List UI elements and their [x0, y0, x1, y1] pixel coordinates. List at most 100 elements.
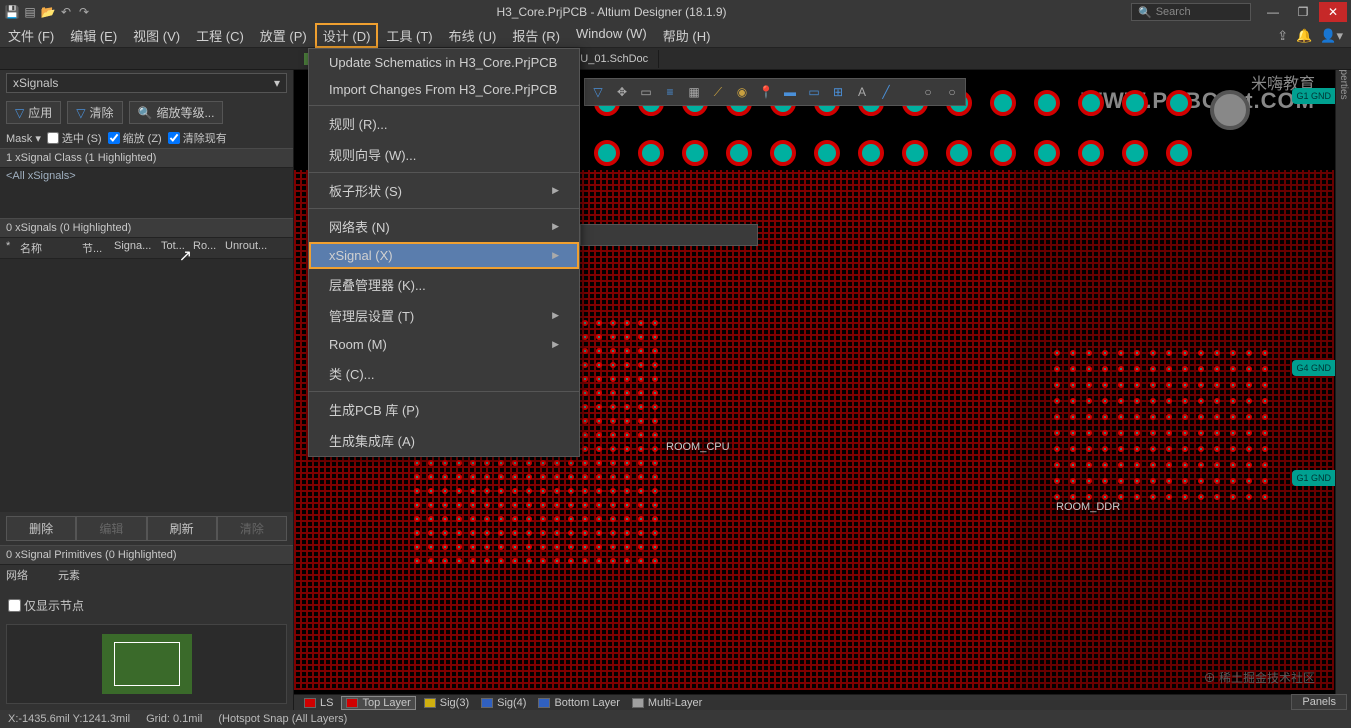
xsignal-class-item[interactable]: <All xSignals> [0, 168, 293, 184]
move-icon[interactable]: ✥ [611, 81, 633, 103]
line-icon[interactable]: ╱ [875, 81, 897, 103]
menu-item-pcbp[interactable]: 生成PCB 库 (P) [309, 394, 579, 425]
xsignals-header: 0 xSignals (0 Highlighted) [0, 218, 293, 238]
clear-filter-button[interactable]: ▽清除 [67, 101, 122, 124]
layer-tab-multilayer[interactable]: Multi-Layer [628, 697, 706, 709]
column-header[interactable]: 名称 [20, 240, 80, 256]
clear-button[interactable]: 清除 [217, 516, 287, 541]
refresh-button[interactable]: 刷新 [147, 516, 217, 541]
menu-v[interactable]: 视图 (V) [125, 23, 188, 48]
layer-tab-bottomlayer[interactable]: Bottom Layer [534, 697, 623, 709]
clear-existing-checkbox[interactable]: 清除现有 [168, 130, 227, 146]
column-header[interactable]: Signa... [114, 240, 159, 256]
column-header[interactable]: * [6, 240, 18, 256]
menu-item-a[interactable]: 生成集成库 (A) [309, 425, 579, 456]
menu-item-k[interactable]: 层叠管理器 (K)... [309, 269, 579, 300]
funnel-icon: ▽ [15, 106, 24, 120]
panel-mode-select[interactable]: xSignals ▾ [6, 73, 287, 93]
zoom-level-button[interactable]: 🔍缩放等级... [129, 101, 224, 124]
column-header[interactable]: 节... [82, 240, 112, 256]
circle2-icon[interactable]: ○ [941, 81, 963, 103]
pcb-active-bar: ▽ ✥ ▭ ≡ ▦ ⟋ ◉ 📍 ▬ ▭ ⊞ A ╱ ○ ○ [584, 78, 966, 106]
snap-readout: (Hotspot Snap (All Layers) [218, 713, 347, 725]
undo-icon[interactable]: ↶ [58, 4, 74, 20]
menu-item-t[interactable]: 管理层设置 (T)▶ [309, 300, 579, 331]
menu-item-n[interactable]: 网络表 (N)▶ [309, 211, 579, 242]
menu-e[interactable]: 编辑 (E) [62, 23, 125, 48]
share-icon[interactable]: ⇪ [1277, 28, 1288, 44]
menu-p[interactable]: 放置 (P) [252, 23, 315, 48]
column-header[interactable]: Unrout... [225, 240, 275, 256]
search-input[interactable]: 🔍 Search [1131, 3, 1251, 21]
filter-icon[interactable]: ▽ [587, 81, 609, 103]
layer-tab-sig3[interactable]: Sig(3) [420, 697, 473, 709]
window-controls: — ❐ ✕ [1259, 2, 1347, 22]
menu-t[interactable]: 工具 (T) [378, 23, 440, 48]
net-label: G1 GND [1292, 88, 1335, 104]
menu-c[interactable]: 工程 (C) [188, 23, 252, 48]
menu-d[interactable]: 设计 (D) [315, 23, 379, 48]
xsignal-submenu [580, 224, 758, 246]
primitives-column-headers: 网络 元素 [0, 565, 293, 585]
select-icon[interactable]: ▭ [635, 81, 657, 103]
primitives-header: 0 xSignal Primitives (0 Highlighted) [0, 545, 293, 565]
menu-item-r[interactable]: 规则 (R)... [309, 108, 579, 139]
circle1-icon[interactable]: ○ [917, 81, 939, 103]
menu-item-xsignalx[interactable]: xSignal (X)▶↖ [309, 242, 579, 269]
layer-tab-bar: LS Top Layer Sig(3) Sig(4) Bottom Layer Multi… [294, 694, 1335, 710]
close-button[interactable]: ✕ [1319, 2, 1347, 22]
dim-icon[interactable]: ⊞ [827, 81, 849, 103]
save-all-icon[interactable]: ▤ [22, 4, 38, 20]
grid-icon[interactable]: ▦ [683, 81, 705, 103]
menu-item-updateschematicsinh3_coreprjpcb[interactable]: Update Schematics in H3_Core.PrjPCB [309, 49, 579, 76]
menu-f[interactable]: 文件 (F) [0, 23, 62, 48]
column-header[interactable]: Ro... [193, 240, 223, 256]
menu-r[interactable]: 报告 (R) [504, 23, 568, 48]
window-title: H3_Core.PrjPCB - Altium Designer (18.1.9… [92, 5, 1131, 19]
route-icon[interactable]: ⟋ [707, 81, 729, 103]
pin-icon[interactable]: 📍 [755, 81, 777, 103]
mask-dropdown[interactable]: Mask ▾ [6, 132, 41, 145]
menubar-right-icons: ⇪ 🔔 👤▾ [1277, 28, 1351, 44]
menu-u[interactable]: 布线 (U) [441, 23, 505, 48]
text-icon[interactable]: A [851, 81, 873, 103]
redo-icon[interactable]: ↷ [76, 4, 92, 20]
select-checkbox[interactable]: 选中 (S) [47, 130, 102, 146]
funnel-icon: ▽ [76, 106, 85, 120]
open-icon[interactable]: 📂 [40, 4, 56, 20]
panels-button[interactable]: Panels [1291, 694, 1347, 710]
menu-item-roomm[interactable]: Room (M)▶ [309, 331, 579, 358]
menu-h[interactable]: 帮助 (H) [655, 23, 719, 48]
menu-item-c[interactable]: 类 (C)... [309, 358, 579, 389]
edit-button[interactable]: 编辑 [76, 516, 146, 541]
apply-filter-button[interactable]: ▽应用 [6, 101, 61, 124]
properties-panel-collapsed[interactable]: Properties [1335, 48, 1351, 710]
zoom-checkbox[interactable]: 缩放 (Z) [108, 130, 162, 146]
layer-tab-toplayer[interactable]: Top Layer [341, 696, 415, 710]
xsignal-class-header: 1 xSignal Class (1 Highlighted) [0, 148, 293, 168]
watermark-community: ⊕ 稀土掘金技术社区 [1204, 669, 1315, 686]
menu-item-w[interactable]: 规则向导 (W)... [309, 139, 579, 170]
via-icon[interactable]: ◉ [731, 81, 753, 103]
filter-buttons-row: ▽应用 ▽清除 🔍缩放等级... [0, 97, 293, 128]
net-label: G4 GND [1292, 360, 1335, 376]
notification-icon[interactable]: 🔔 [1296, 28, 1312, 44]
show-nodes-only-checkbox[interactable]: 仅显示节点 [0, 593, 293, 618]
maximize-button[interactable]: ❐ [1289, 2, 1317, 22]
menu-item-importchangesfromh3_coreprjpcb[interactable]: Import Changes From H3_Core.PrjPCB [309, 76, 579, 103]
comp-icon[interactable]: ▭ [803, 81, 825, 103]
menu-item-s[interactable]: 板子形状 (S)▶ [309, 175, 579, 206]
save-icon[interactable]: 💾 [4, 4, 20, 20]
user-icon[interactable]: 👤▾ [1320, 28, 1343, 44]
poly-icon[interactable]: ▬ [779, 81, 801, 103]
menu-windoww[interactable]: Window (W) [568, 23, 655, 48]
room-ddr-label: ROOM_DDR [1054, 500, 1122, 514]
minimize-button[interactable]: — [1259, 2, 1287, 22]
net-label: G1 GND [1292, 470, 1335, 486]
align-icon[interactable]: ≡ [659, 81, 681, 103]
layer-tab-ls[interactable]: LS [300, 697, 337, 709]
pcb-panel: PCB ▼ 📌 ✕ xSignals ▾ ▽应用 ▽清除 🔍缩放等级... Ma… [0, 48, 294, 710]
delete-button[interactable]: 删除 [6, 516, 76, 541]
quick-access-toolbar: 💾 ▤ 📂 ↶ ↷ [4, 4, 92, 20]
layer-tab-sig4[interactable]: Sig(4) [477, 697, 530, 709]
